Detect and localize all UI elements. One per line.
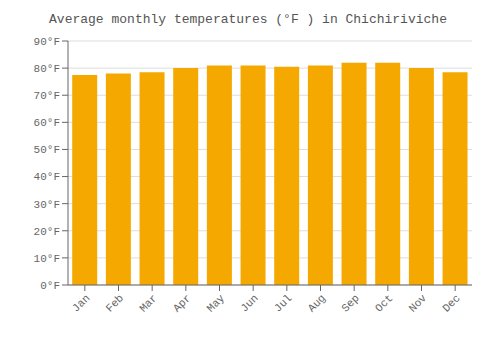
svg-text:Jun: Jun: [238, 292, 260, 314]
svg-text:0°F: 0°F: [40, 280, 60, 292]
svg-text:90°F: 90°F: [34, 36, 60, 48]
svg-text:80°F: 80°F: [34, 63, 60, 75]
svg-text:Nov: Nov: [407, 292, 430, 315]
svg-text:10°F: 10°F: [34, 253, 60, 265]
svg-text:Apr: Apr: [171, 292, 193, 314]
svg-text:20°F: 20°F: [34, 226, 60, 238]
svg-text:60°F: 60°F: [34, 117, 60, 129]
svg-text:Dec: Dec: [440, 292, 462, 314]
svg-text:70°F: 70°F: [34, 90, 60, 102]
svg-text:50°F: 50°F: [34, 144, 60, 156]
svg-text:Aug: Aug: [306, 292, 328, 314]
svg-text:30°F: 30°F: [34, 199, 60, 211]
html-text:Average monthly temperatures (: Average monthly temperatures (°F ) in Ch…: [49, 12, 447, 27]
svg-text:Sep: Sep: [339, 292, 361, 314]
svg-text:Jul: Jul: [272, 292, 294, 314]
svg-text:Jan: Jan: [70, 292, 92, 314]
svg-text:May: May: [205, 292, 228, 315]
svg-text:40°F: 40°F: [34, 171, 60, 183]
svg-text:Feb: Feb: [104, 292, 126, 314]
svg-text:Mar: Mar: [137, 292, 159, 314]
svg-text:Oct: Oct: [373, 292, 395, 314]
